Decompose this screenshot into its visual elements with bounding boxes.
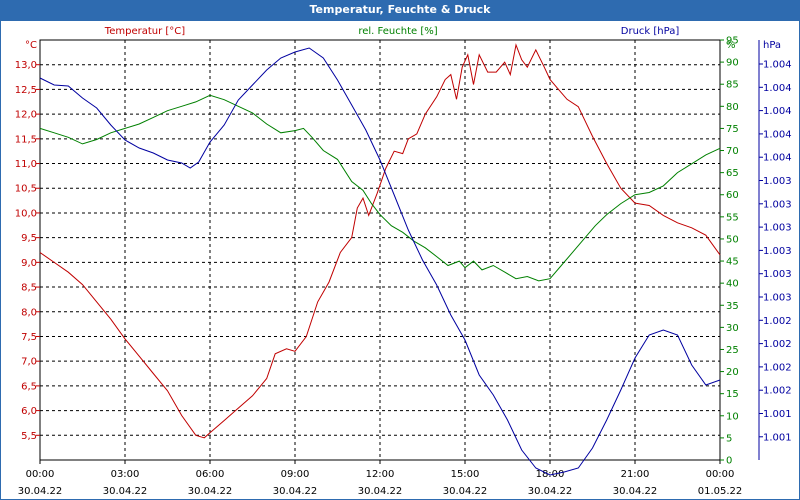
y-tick-label-humidity: 50 bbox=[726, 234, 739, 245]
x-date-label: 30.04.22 bbox=[358, 486, 403, 497]
axis-title-pressure: Druck [hPa] bbox=[621, 26, 680, 37]
chart-title-bar: Temperatur, Feuchte & Druck bbox=[0, 0, 800, 20]
y-tick-label-pressure: 1.004 bbox=[763, 106, 792, 117]
y-tick-label-humidity: 10 bbox=[726, 411, 739, 422]
y-tick-label-temperature: 7,5 bbox=[21, 332, 37, 343]
y-tick-label-humidity: 55 bbox=[726, 212, 739, 223]
y-tick-label-pressure: 1.003 bbox=[763, 176, 792, 187]
axis-title-humidity: rel. Feuchte [%] bbox=[358, 26, 437, 37]
y-tick-label-pressure: 1.001 bbox=[763, 432, 792, 443]
y-tick-label-humidity: 80 bbox=[726, 102, 739, 113]
y-tick-label-humidity: 5 bbox=[726, 433, 732, 444]
x-tick-label: 00:00 bbox=[706, 469, 735, 480]
y-tick-label-pressure: 1.002 bbox=[763, 386, 792, 397]
y-unit-humidity: % bbox=[726, 40, 736, 51]
y-tick-label-temperature: 11,0 bbox=[15, 159, 37, 170]
y-tick-label-temperature: 8,0 bbox=[21, 307, 37, 318]
x-date-label: 30.04.22 bbox=[613, 486, 658, 497]
chart-title: Temperatur, Feuchte & Druck bbox=[309, 3, 491, 16]
y-tick-label-humidity: 65 bbox=[726, 168, 739, 179]
series-line-pressure bbox=[39, 47, 721, 476]
series-line-temperature bbox=[39, 43, 721, 439]
y-tick-label-humidity: 0 bbox=[726, 456, 732, 467]
y-tick-label-temperature: 8,5 bbox=[21, 283, 37, 294]
y-tick-label-humidity: 40 bbox=[726, 279, 739, 290]
y-tick-label-humidity: 75 bbox=[726, 124, 739, 135]
y-tick-label-pressure: 1.003 bbox=[763, 223, 792, 234]
y-tick-label-pressure: 1.004 bbox=[763, 129, 792, 140]
y-tick-label-temperature: 10,5 bbox=[15, 184, 37, 195]
y-tick-label-pressure: 1.002 bbox=[763, 339, 792, 350]
y-tick-label-humidity: 95 bbox=[726, 36, 739, 47]
series-line-humidity bbox=[39, 94, 721, 282]
y-tick-label-pressure: 1.002 bbox=[763, 362, 792, 373]
axis-title-temperature: Temperatur [°C] bbox=[104, 26, 185, 37]
y-tick-label-temperature: 11,5 bbox=[15, 134, 37, 145]
y-tick-label-pressure: 1.004 bbox=[763, 60, 792, 71]
y-tick-label-temperature: 9,0 bbox=[21, 258, 37, 269]
x-date-label: 30.04.22 bbox=[188, 486, 233, 497]
x-tick-label: 21:00 bbox=[621, 469, 650, 480]
x-tick-label: 15:00 bbox=[451, 469, 480, 480]
y-tick-label-pressure: 1.001 bbox=[763, 409, 792, 420]
y-tick-label-temperature: 7,0 bbox=[21, 357, 37, 368]
y-tick-label-temperature: 9,5 bbox=[21, 233, 37, 244]
y-tick-label-temperature: 6,0 bbox=[21, 406, 37, 417]
y-tick-label-humidity: 90 bbox=[726, 58, 739, 69]
x-date-label: 30.04.22 bbox=[103, 486, 148, 497]
y-tick-label-temperature: 12,5 bbox=[15, 85, 37, 96]
y-tick-label-humidity: 35 bbox=[726, 301, 739, 312]
y-tick-label-pressure: 1.003 bbox=[763, 293, 792, 304]
y-tick-label-humidity: 85 bbox=[726, 80, 739, 91]
y-tick-label-pressure: 1.003 bbox=[763, 269, 792, 280]
y-tick-label-humidity: 70 bbox=[726, 146, 739, 157]
y-tick-label-temperature: 6,5 bbox=[21, 381, 37, 392]
y-tick-label-pressure: 1.002 bbox=[763, 316, 792, 327]
x-tick-label: 09:00 bbox=[281, 469, 310, 480]
x-date-label: 01.05.22 bbox=[698, 486, 743, 497]
y-tick-label-humidity: 15 bbox=[726, 389, 739, 400]
y-tick-label-pressure: 1.004 bbox=[763, 83, 792, 94]
y-tick-label-pressure: 1.003 bbox=[763, 199, 792, 210]
y-tick-label-temperature: 10,0 bbox=[15, 208, 37, 219]
y-tick-label-pressure: 1.003 bbox=[763, 246, 792, 257]
x-tick-label: 03:00 bbox=[111, 469, 140, 480]
x-date-label: 30.04.22 bbox=[528, 486, 573, 497]
y-unit-temperature: °C bbox=[25, 40, 37, 51]
y-tick-label-humidity: 30 bbox=[726, 323, 739, 334]
y-tick-label-temperature: 12,0 bbox=[15, 110, 37, 121]
y-tick-label-pressure: 1.004 bbox=[763, 153, 792, 164]
x-tick-label: 06:00 bbox=[196, 469, 225, 480]
y-unit-pressure: hPa bbox=[763, 40, 781, 51]
x-tick-label: 00:00 bbox=[26, 469, 55, 480]
x-date-label: 30.04.22 bbox=[273, 486, 318, 497]
y-tick-label-humidity: 25 bbox=[726, 345, 739, 356]
x-date-label: 30.04.22 bbox=[443, 486, 488, 497]
y-tick-label-humidity: 45 bbox=[726, 257, 739, 268]
y-tick-label-humidity: 20 bbox=[726, 367, 739, 378]
x-tick-label: 12:00 bbox=[366, 469, 395, 480]
y-tick-label-temperature: 13,0 bbox=[15, 60, 37, 71]
x-date-label: 30.04.22 bbox=[18, 486, 63, 497]
y-tick-label-temperature: 5,5 bbox=[21, 431, 37, 442]
y-tick-label-humidity: 60 bbox=[726, 190, 739, 201]
